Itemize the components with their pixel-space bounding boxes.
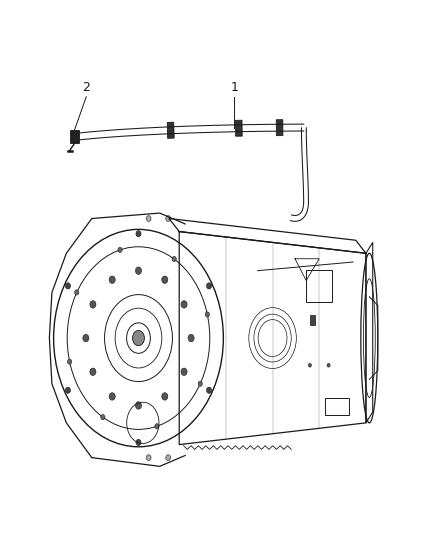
Circle shape (188, 334, 194, 342)
Circle shape (206, 283, 212, 289)
Circle shape (166, 455, 170, 461)
Circle shape (136, 231, 141, 237)
Ellipse shape (133, 330, 145, 346)
Circle shape (146, 216, 151, 221)
Circle shape (205, 312, 209, 317)
Polygon shape (236, 120, 242, 136)
Circle shape (146, 455, 151, 461)
Circle shape (67, 359, 72, 364)
Circle shape (172, 256, 176, 262)
Circle shape (109, 276, 115, 284)
Circle shape (90, 301, 96, 308)
Polygon shape (276, 120, 283, 136)
Circle shape (166, 216, 170, 221)
Circle shape (118, 247, 122, 253)
Circle shape (206, 387, 212, 393)
Circle shape (327, 364, 330, 367)
Circle shape (83, 334, 89, 342)
Polygon shape (167, 122, 174, 139)
Circle shape (181, 368, 187, 375)
Circle shape (308, 364, 311, 367)
Circle shape (65, 387, 71, 393)
Circle shape (109, 393, 115, 400)
Circle shape (136, 439, 141, 446)
Circle shape (162, 276, 168, 284)
FancyBboxPatch shape (70, 130, 79, 143)
Circle shape (65, 283, 71, 289)
Circle shape (101, 415, 105, 419)
Circle shape (181, 301, 187, 308)
Circle shape (135, 402, 141, 409)
Circle shape (162, 393, 168, 400)
Circle shape (155, 424, 159, 429)
Circle shape (90, 368, 96, 375)
FancyBboxPatch shape (310, 315, 315, 325)
Text: 2: 2 (82, 81, 90, 94)
Circle shape (74, 290, 79, 295)
Circle shape (198, 381, 202, 386)
Text: 1: 1 (230, 81, 238, 94)
Circle shape (135, 267, 141, 274)
